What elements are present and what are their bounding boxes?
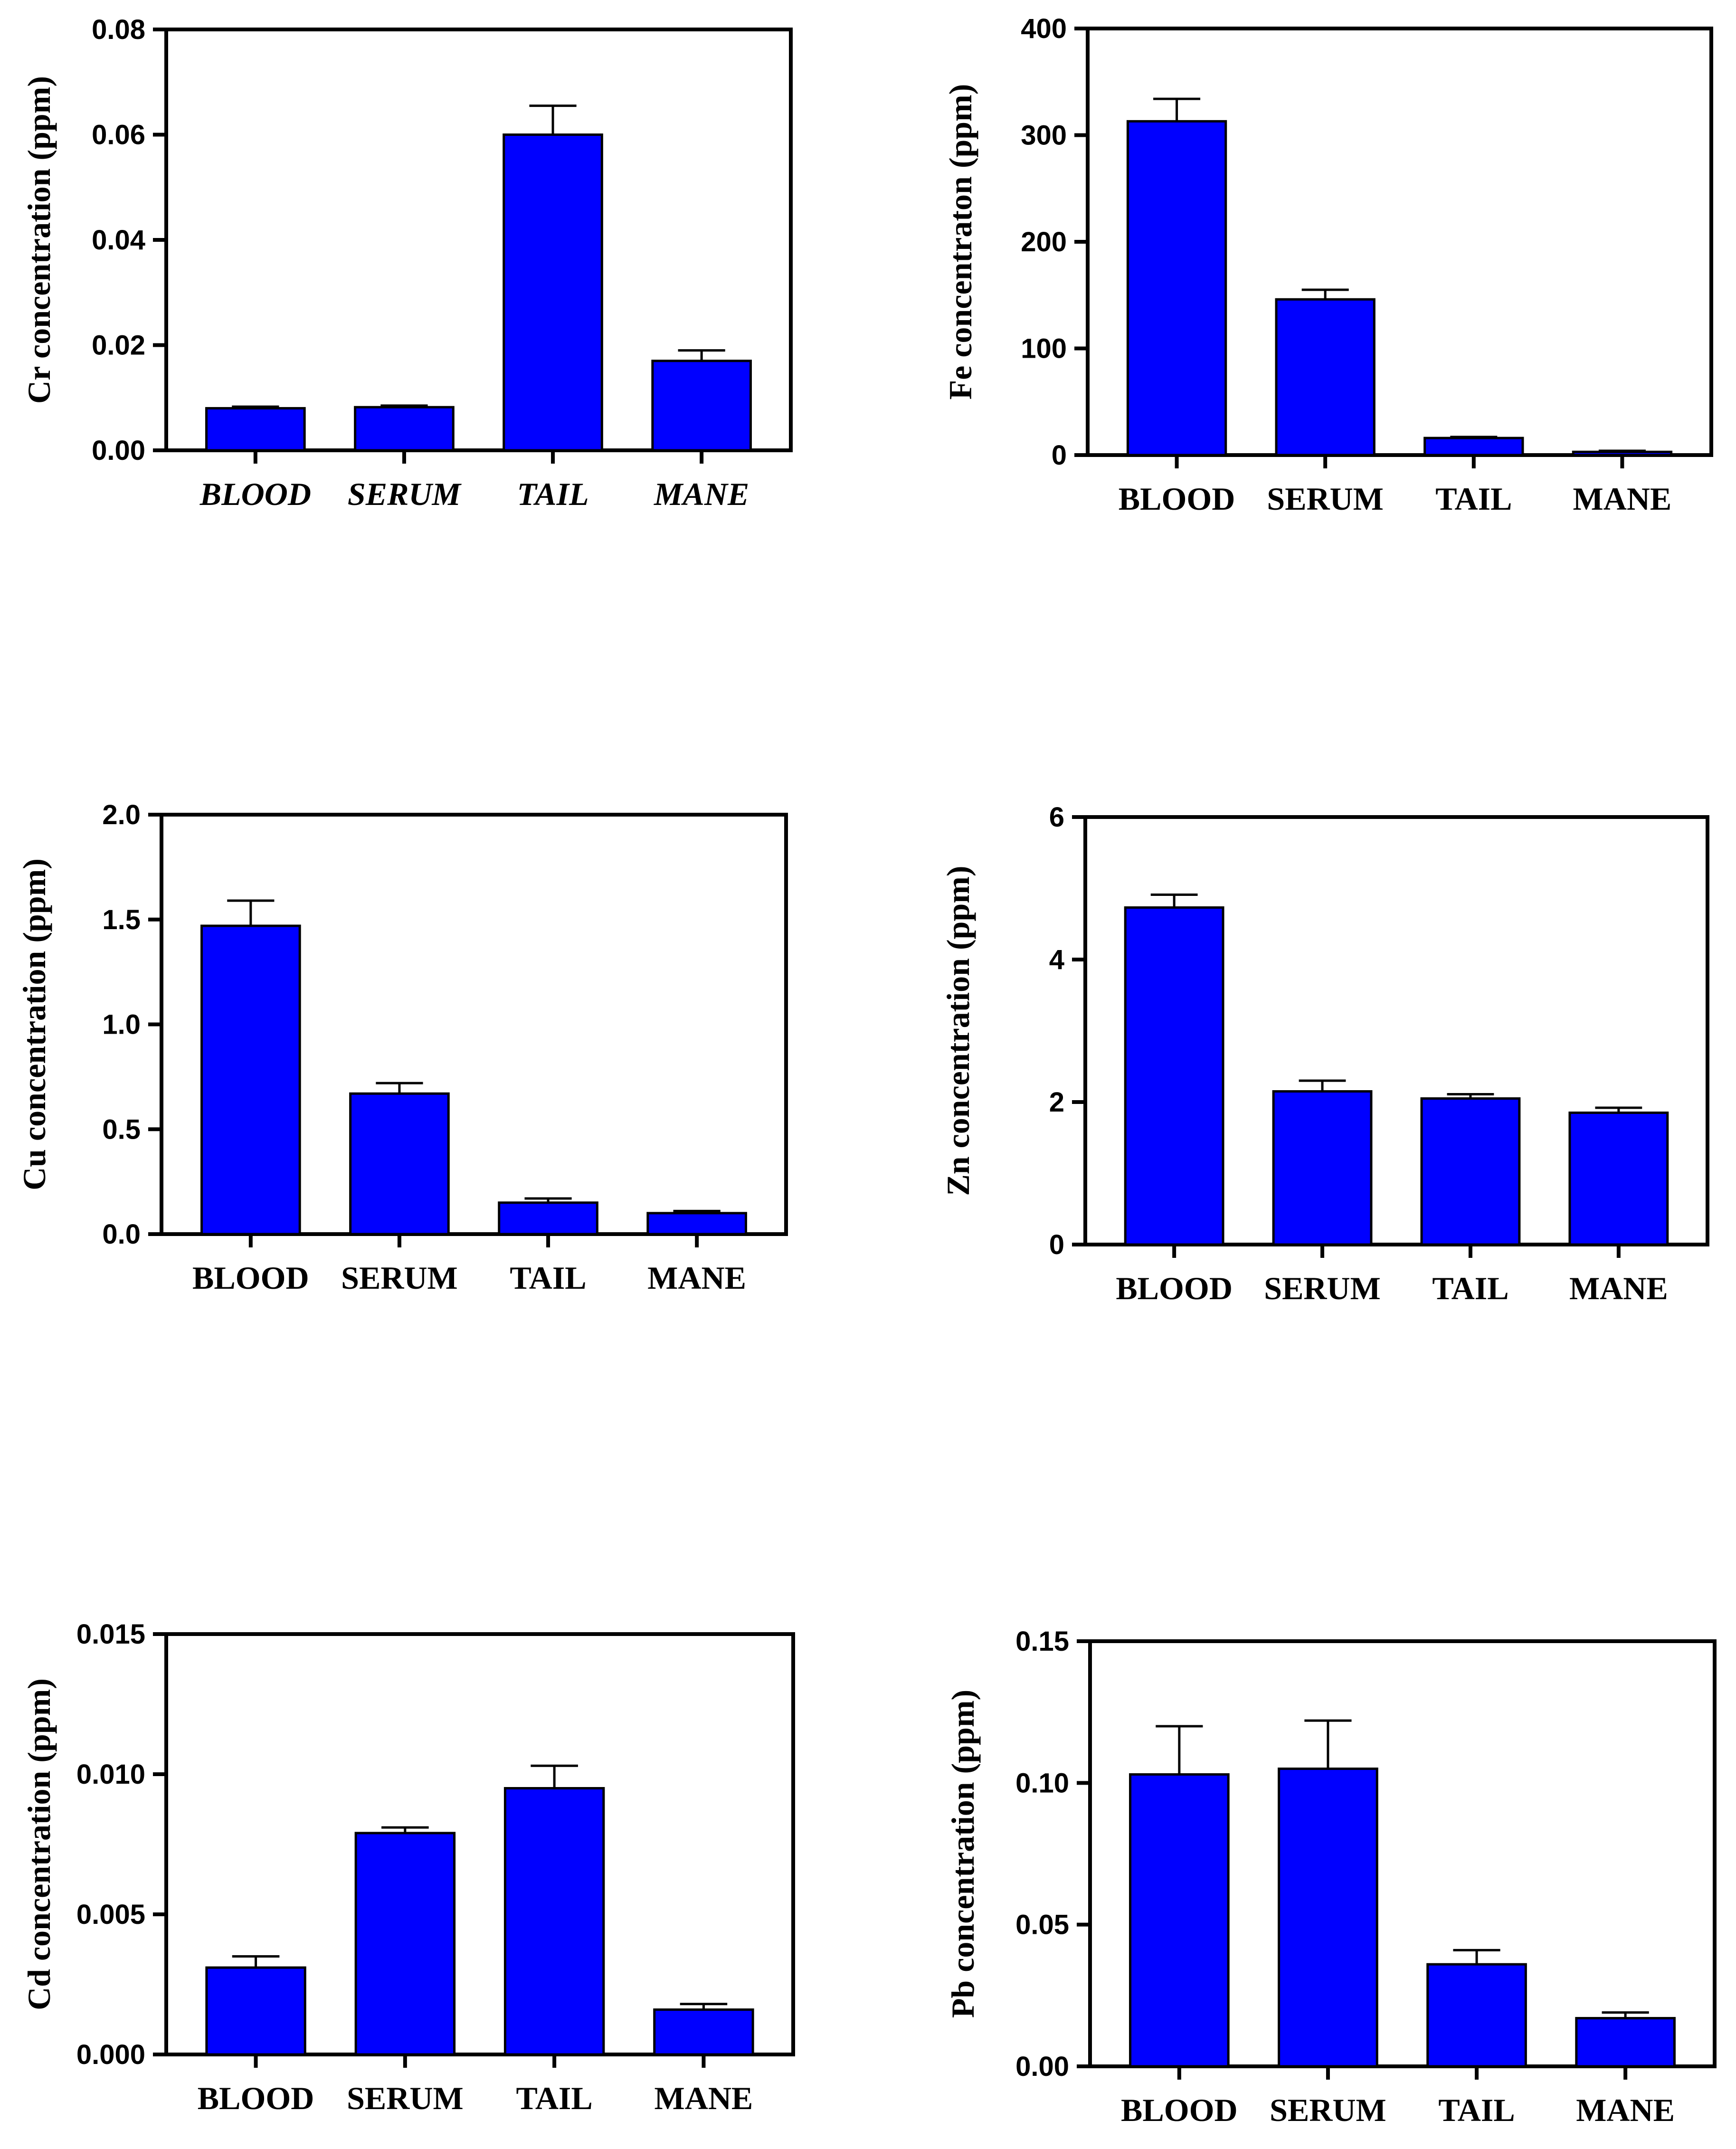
bar-serum xyxy=(354,1832,456,2056)
bar-mane xyxy=(1575,2017,1676,2068)
x-tick-label-mane: MANE xyxy=(654,476,749,512)
y-tick-label: 1.0 xyxy=(102,1009,141,1040)
bar-blood xyxy=(205,407,306,452)
y-tick-label: 300 xyxy=(1021,120,1067,151)
y-tick-label: 0 xyxy=(1049,1229,1064,1260)
plot-frame xyxy=(1088,1639,1717,2068)
bar-serum xyxy=(354,406,455,452)
chart-panel-fe: 0 100 200 300 400 Fe concentraton (ppm) BLOOD S… xyxy=(942,13,1713,517)
y-tick-label: 0.005 xyxy=(76,1899,145,1930)
x-tick-label-mane: MANE xyxy=(1573,481,1672,517)
y-tick-label: 0 xyxy=(1052,440,1067,471)
bar-tail xyxy=(503,133,603,452)
x-tick-label-mane: MANE xyxy=(647,1260,746,1296)
y-tick-label: 100 xyxy=(1021,333,1067,364)
bar-tail xyxy=(1426,1963,1527,2068)
chart-panel-cu: 0.0 0.5 1.0 1.5 2.0 Cu concentration (ppm) BLO… xyxy=(16,799,788,1296)
y-tick-label: 0.00 xyxy=(1015,2051,1069,2082)
bar-blood xyxy=(200,924,301,1236)
x-tick-label-blood: BLOOD xyxy=(192,1260,309,1296)
x-tick-label-serum: SERUM xyxy=(347,2080,464,2116)
bar-blood xyxy=(1129,1773,1230,2068)
y-tick-label: 0.02 xyxy=(92,330,145,361)
bar-mane xyxy=(651,360,752,452)
y-tick-label: 0.00 xyxy=(92,435,145,466)
y-axis-title: Zn concentration (ppm) xyxy=(940,865,976,1196)
bar-serum xyxy=(1278,1768,1378,2068)
x-tick-label-tail: TAIL xyxy=(1432,1270,1508,1306)
y-tick-label: 0.5 xyxy=(102,1114,141,1145)
y-axis-title: Pb concentration (ppm) xyxy=(945,1690,981,2018)
y-tick-label: 0.04 xyxy=(92,225,145,256)
bar-tail xyxy=(498,1201,598,1236)
y-tick-label: 0.010 xyxy=(76,1759,145,1790)
y-tick-label: 0.000 xyxy=(76,2039,145,2070)
y-tick-label: 200 xyxy=(1021,227,1067,257)
y-tick-label: 0.015 xyxy=(76,1619,145,1650)
y-axis-title: Cr concentration (ppm) xyxy=(21,76,57,404)
x-tick-label-mane: MANE xyxy=(1576,2092,1675,2128)
plot-frame xyxy=(1083,815,1709,1246)
bar-mane xyxy=(646,1212,747,1236)
bar-serum xyxy=(349,1092,450,1236)
y-tick-label: 0.10 xyxy=(1015,1768,1069,1798)
y-tick-label: 0.0 xyxy=(102,1219,141,1250)
y-tick-label: 400 xyxy=(1021,13,1067,44)
y-tick-label: 0.06 xyxy=(92,120,145,151)
x-tick-label-serum: SERUM xyxy=(1264,1270,1381,1306)
bar-mane xyxy=(653,2008,754,2056)
y-tick-label: 0.15 xyxy=(1015,1626,1069,1657)
x-tick-label-mane: MANE xyxy=(1569,1270,1668,1306)
x-tick-label-blood: BLOOD xyxy=(1121,2092,1238,2128)
x-tick-label-serum: SERUM xyxy=(1267,481,1384,517)
y-tick-label: 6 xyxy=(1049,802,1064,833)
bar-tail xyxy=(1420,1097,1521,1246)
y-tick-label: 2.0 xyxy=(102,799,141,830)
bar-blood xyxy=(205,1966,306,2056)
y-tick-label: 1.5 xyxy=(102,904,141,935)
x-tick-label-tail: TAIL xyxy=(516,2080,593,2116)
x-tick-label-blood: BLOOD xyxy=(1119,481,1235,517)
y-tick-label: 4 xyxy=(1049,944,1064,975)
bar-tail xyxy=(1423,437,1524,456)
x-tick-label-tail: TAIL xyxy=(1438,2092,1515,2128)
bar-blood xyxy=(1124,906,1224,1246)
bar-tail xyxy=(503,1787,605,2056)
bar-serum xyxy=(1275,298,1376,456)
y-tick-label: 2 xyxy=(1049,1087,1064,1118)
chart-panel-cr: 0.00 0.02 0.04 0.06 0.08 Cr concentration (pp… xyxy=(21,14,793,512)
y-axis-title: Fe concentraton (ppm) xyxy=(942,84,978,400)
x-tick-label-tail: TAIL xyxy=(1435,481,1512,517)
plot-frame xyxy=(164,1632,795,2056)
chart-panel-zn: 0 2 4 6 Zn concentration (ppm) BLOOD SERUM TAIL… xyxy=(940,802,1709,1306)
chart-panel-cd: 0.000 0.005 0.010 0.015 Cd concentration (pp… xyxy=(21,1619,795,2116)
x-tick-label-serum: SERUM xyxy=(341,1260,458,1296)
x-tick-label-blood: BLOOD xyxy=(1116,1270,1233,1306)
y-tick-label: 0.08 xyxy=(92,14,145,45)
y-axis-title: Cd concentration (ppm) xyxy=(21,1678,57,2010)
x-tick-label-tail: TAIL xyxy=(510,1260,586,1296)
y-axis-title: Cu concentration (ppm) xyxy=(16,858,52,1190)
x-tick-label-serum: SERUM xyxy=(348,476,462,512)
chart-panel-pb: 0.00 0.05 0.10 0.15 Pb concentration (ppm) BL… xyxy=(945,1626,1717,2128)
bar-serum xyxy=(1272,1090,1373,1246)
x-tick-label-blood: BLOOD xyxy=(198,2080,314,2116)
x-tick-label-serum: SERUM xyxy=(1270,2092,1386,2128)
bar-mane xyxy=(1572,450,1673,456)
bar-blood xyxy=(1126,120,1227,456)
x-tick-label-tail: TAIL xyxy=(517,476,588,512)
x-tick-label-mane: MANE xyxy=(655,2080,753,2116)
y-tick-label: 0.05 xyxy=(1015,1910,1069,1940)
bar-mane xyxy=(1568,1112,1669,1246)
x-tick-label-blood: BLOOD xyxy=(199,476,311,512)
